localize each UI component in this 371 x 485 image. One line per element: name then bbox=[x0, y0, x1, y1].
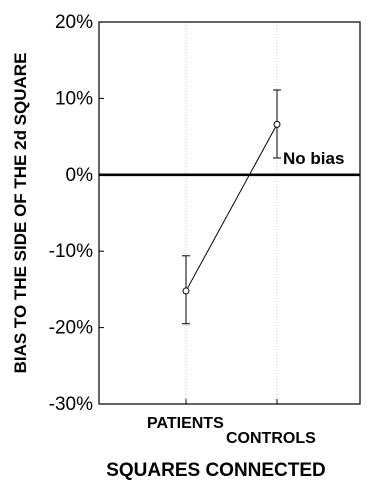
category-label-controls: CONTROLS bbox=[226, 430, 316, 447]
grid-layer bbox=[185, 22, 278, 404]
series-layer bbox=[182, 89, 281, 325]
y-tick-label: -20% bbox=[49, 318, 93, 339]
y-tick-label: 0% bbox=[66, 165, 94, 186]
y-axis-title: BIAS TO THE SIDE OF THE 2d SQUARE bbox=[11, 53, 30, 374]
y-tick-label: 20% bbox=[55, 12, 93, 33]
y-tick-label: -10% bbox=[49, 241, 93, 262]
y-tick-label: -30% bbox=[49, 394, 93, 415]
data-point-patients bbox=[182, 287, 190, 295]
series-line bbox=[185, 124, 278, 292]
plot-frame bbox=[98, 21, 361, 405]
no-bias-label: No bias bbox=[283, 149, 344, 168]
y-tick-layer: 20% 10% 0% -10% -20% -30% bbox=[49, 12, 278, 415]
category-label-patients: PATIENTS bbox=[147, 415, 224, 432]
data-point-controls bbox=[273, 120, 281, 128]
x-axis-title: SQUARES CONNECTED bbox=[106, 460, 326, 481]
y-tick-label: 10% bbox=[55, 88, 93, 109]
